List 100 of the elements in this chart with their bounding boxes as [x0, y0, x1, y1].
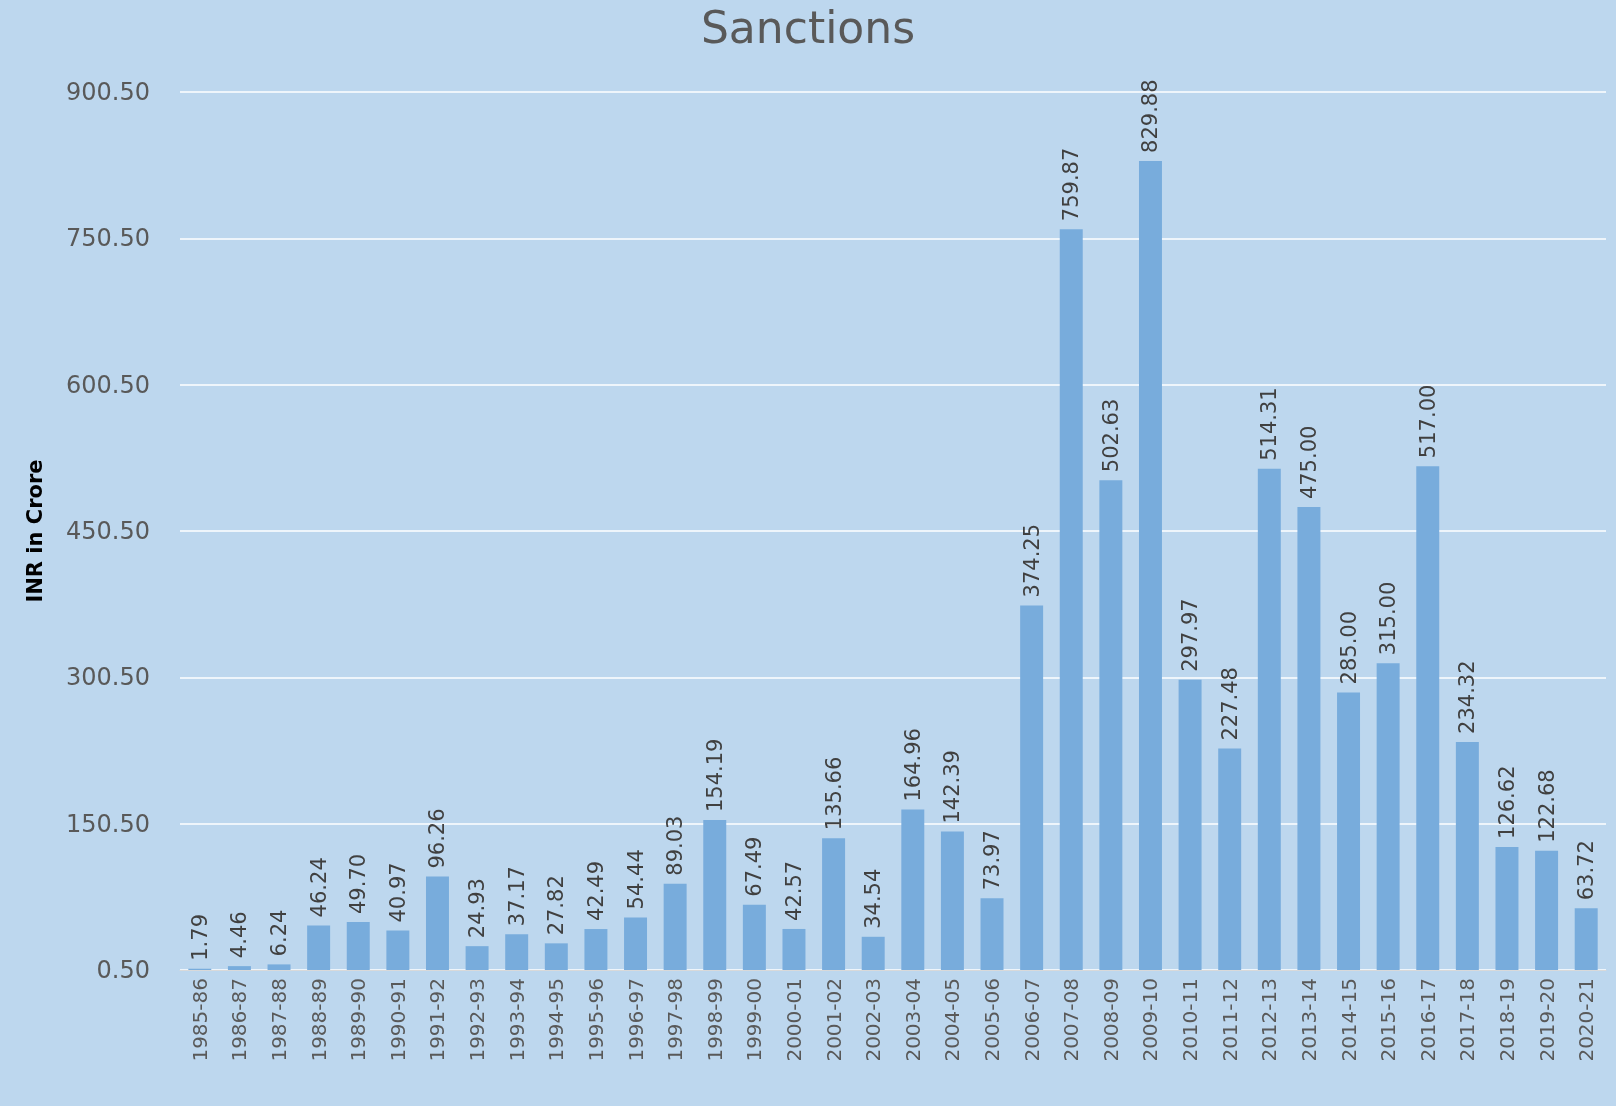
bar — [940, 831, 964, 970]
x-tick-label: 2008-09 — [1098, 978, 1123, 1062]
x-tick-label: 2009-10 — [1138, 978, 1163, 1062]
x-tick-label: 2006-07 — [1019, 978, 1044, 1062]
bar — [1416, 466, 1440, 970]
data-label: 759.87 — [1059, 147, 1084, 222]
data-label: 37.17 — [504, 866, 529, 927]
bar — [782, 928, 806, 970]
x-tick-label: 2014-15 — [1336, 978, 1361, 1062]
bar — [307, 925, 331, 970]
data-label: 54.44 — [623, 849, 648, 910]
x-tick-label: 2011-12 — [1217, 978, 1242, 1062]
bar — [465, 946, 489, 970]
y-tick-label: 0.50 — [96, 956, 150, 984]
data-label: 4.46 — [227, 911, 252, 959]
x-tick-label: 2000-01 — [781, 978, 806, 1062]
bar — [386, 930, 410, 970]
data-label: 67.49 — [742, 836, 767, 897]
data-label: 514.31 — [1257, 387, 1282, 461]
data-label: 234.32 — [1455, 660, 1480, 734]
bar — [1376, 663, 1400, 970]
data-label: 49.70 — [346, 853, 371, 914]
bar — [1138, 160, 1162, 970]
x-tick-label: 1985-86 — [187, 978, 212, 1062]
data-label: 122.68 — [1534, 769, 1559, 843]
data-label: 829.88 — [1138, 79, 1163, 153]
x-tick-label: 2018-19 — [1494, 978, 1519, 1062]
data-label: 475.00 — [1296, 425, 1321, 500]
bar — [1574, 908, 1598, 970]
bar — [1257, 468, 1281, 970]
data-label: 24.93 — [465, 878, 490, 939]
bar — [505, 934, 529, 970]
x-tick-label: 1995-96 — [583, 978, 608, 1062]
x-tick-label: 1998-99 — [702, 978, 727, 1062]
bar — [901, 809, 925, 970]
x-tick-label: 2002-03 — [861, 978, 886, 1062]
x-tick-label: 1986-87 — [227, 978, 252, 1062]
y-tick-label: 900.50 — [66, 78, 150, 106]
bar — [544, 943, 568, 970]
bar — [346, 922, 370, 970]
x-tick-label: 2004-05 — [940, 978, 965, 1062]
bar — [663, 883, 687, 970]
data-label: 374.25 — [1019, 523, 1044, 598]
chart-title: Sanctions — [700, 1, 916, 53]
x-tick-label: 2003-04 — [900, 978, 925, 1062]
data-label: 1.79 — [187, 913, 212, 961]
x-tick-label: 1999-00 — [742, 978, 767, 1062]
data-label: 297.97 — [1178, 598, 1203, 672]
x-tick-label: 1997-98 — [663, 978, 688, 1062]
data-label: 42.49 — [583, 860, 608, 922]
x-tick-label: 1996-97 — [623, 978, 648, 1062]
bar — [267, 964, 291, 970]
y-tick-label: 750.50 — [66, 224, 150, 253]
x-tick-label: 1991-92 — [425, 978, 450, 1062]
data-label: 517.00 — [1415, 384, 1440, 459]
x-tick-label: 1993-94 — [504, 978, 529, 1062]
bar — [861, 936, 885, 970]
data-label: 126.62 — [1494, 765, 1519, 839]
x-tick-label: 2017-18 — [1455, 978, 1480, 1062]
x-tick-label: 2013-14 — [1296, 978, 1321, 1062]
bar — [584, 929, 608, 970]
bar — [624, 917, 648, 970]
bar — [703, 820, 727, 970]
data-label: 63.72 — [1574, 840, 1599, 901]
bar — [227, 966, 251, 970]
data-label: 34.54 — [861, 868, 886, 929]
y-tick-label: 150.50 — [66, 809, 150, 838]
x-tick-label: 1989-90 — [346, 978, 371, 1062]
y-axis-title: INR in Crore — [22, 459, 47, 603]
bar — [1099, 480, 1123, 970]
data-label: 154.19 — [702, 738, 727, 813]
bar — [822, 838, 846, 970]
x-tick-label: 1992-93 — [465, 978, 490, 1062]
bar — [1218, 748, 1242, 970]
x-tick-label: 2001-02 — [821, 978, 846, 1062]
data-label: 135.66 — [821, 756, 846, 831]
bar — [742, 904, 766, 970]
bar — [1455, 741, 1479, 970]
data-label: 285.00 — [1336, 610, 1361, 685]
x-tick-label: 2016-17 — [1415, 978, 1440, 1062]
data-label: 96.26 — [425, 808, 450, 869]
bar — [1020, 605, 1044, 970]
data-label: 315.00 — [1376, 581, 1401, 656]
x-tick-label: 1988-89 — [306, 978, 331, 1062]
data-label: 502.63 — [1098, 398, 1123, 473]
data-label: 6.24 — [267, 909, 292, 957]
data-label: 73.97 — [980, 830, 1005, 891]
bar — [1495, 846, 1519, 970]
data-label: 46.24 — [306, 857, 331, 918]
bar — [1535, 850, 1559, 970]
bar — [1059, 229, 1083, 970]
bar — [1297, 507, 1321, 970]
x-tick-label: 2007-08 — [1059, 978, 1084, 1062]
bar — [425, 876, 449, 970]
x-tick-label: 2019-20 — [1534, 978, 1559, 1062]
data-label: 27.82 — [544, 875, 569, 936]
x-tick-label: 2015-16 — [1376, 978, 1401, 1062]
y-tick-label: 300.50 — [66, 663, 150, 692]
x-tick-label: 2010-11 — [1178, 978, 1203, 1062]
data-label: 40.97 — [385, 862, 410, 923]
